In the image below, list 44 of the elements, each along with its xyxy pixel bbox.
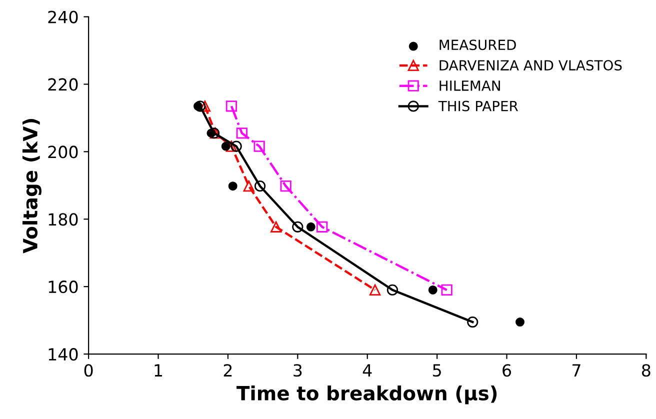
point [516,318,524,327]
point [254,140,265,152]
y-tick-label: 140 [48,348,78,361]
legend-label: THIS PAPER [438,100,518,112]
point [441,284,452,296]
x-tick-label: 2 [224,364,232,376]
point [228,182,238,191]
y-tick-label: 240 [48,10,78,24]
legend-label: DARVENIZA AND VLASTOS [440,60,622,71]
point [467,316,478,328]
point [292,221,304,232]
point [230,140,242,152]
point [193,102,202,111]
point [194,100,206,112]
x-tick-label: 4 [362,364,372,376]
point [254,180,266,192]
point [316,221,328,232]
point [280,180,292,192]
x-tick-label: 1 [154,364,162,376]
point [199,100,211,112]
legend-label: MEASURED [440,40,516,50]
point [428,285,438,294]
point [306,222,316,232]
x-tick-label: 0 [84,364,93,377]
y-tick-label: 180 [48,213,78,226]
y-axis-title: Voltage (kV) [22,119,42,254]
point [226,100,237,112]
x-axis-title: Time to breakdown (µs) [236,385,497,404]
point [221,142,230,151]
y-tick-label: 160 [48,280,78,294]
point [243,180,254,192]
legend-label: HILEMAN [440,80,500,91]
y-tick-label: 200 [48,146,78,158]
x-tick-label: 7 [572,364,580,376]
point [270,221,282,232]
x-tick-label: 8 [642,364,650,377]
point [386,284,398,296]
x-tick-label: 6 [502,364,512,377]
x-tick-label: 5 [433,364,441,377]
point [236,128,248,139]
y-tick-label: 220 [48,78,78,91]
point [369,284,381,296]
x-tick-label: 3 [294,364,302,377]
point [206,128,216,138]
